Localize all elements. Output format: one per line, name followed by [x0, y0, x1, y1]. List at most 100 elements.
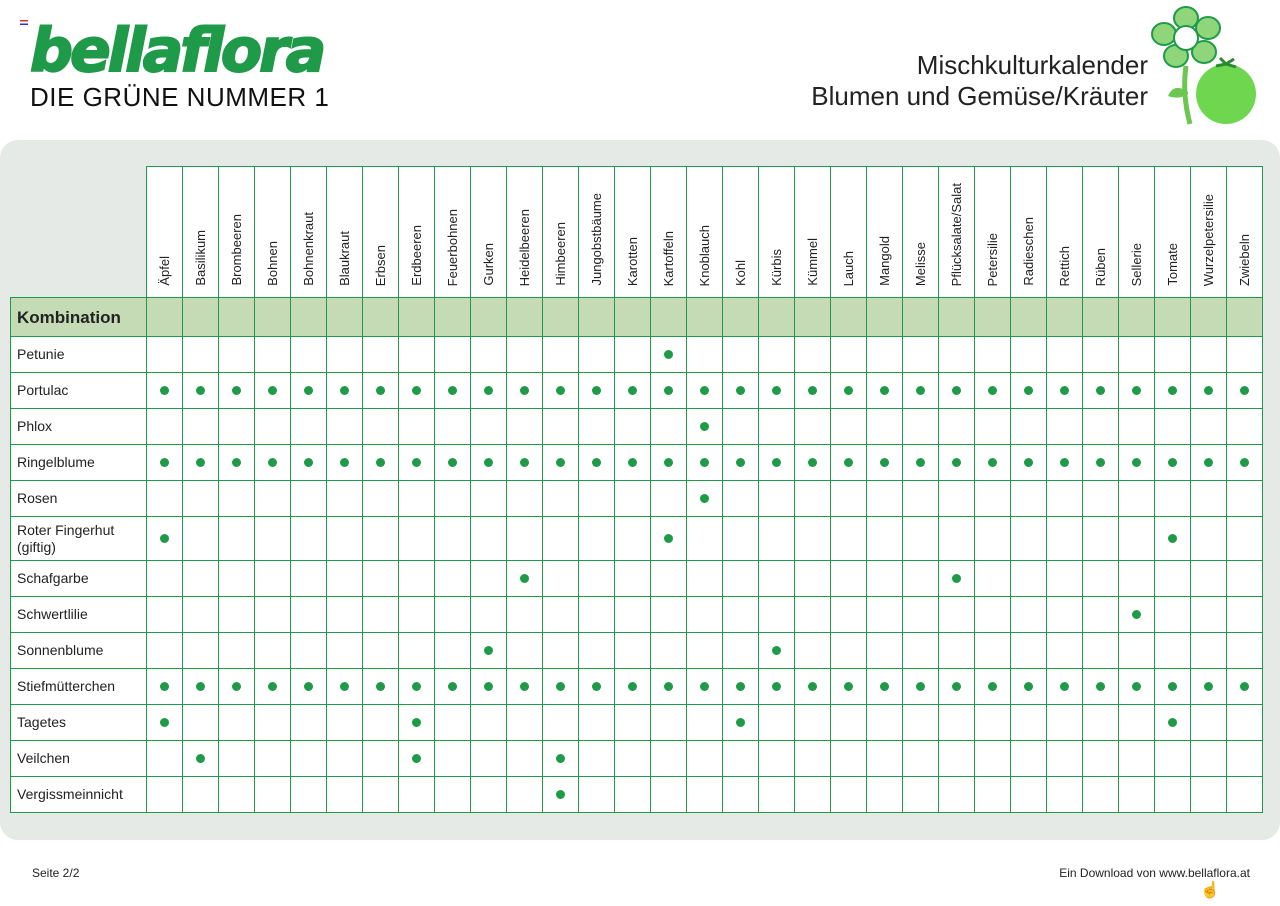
grid-cell	[613, 372, 651, 409]
compatibility-dot	[591, 457, 601, 467]
table-row: Rosen	[10, 480, 1263, 517]
compatibility-dot	[519, 457, 529, 467]
compatibility-dot	[339, 385, 349, 395]
grid-cell	[649, 336, 687, 373]
grid-cell	[937, 336, 975, 373]
grid-cell	[505, 408, 543, 445]
compatibility-dot	[303, 385, 313, 395]
grid-cell	[613, 444, 651, 481]
grid-cell	[793, 444, 831, 481]
grid-cell	[1081, 516, 1119, 561]
grid-cell	[973, 704, 1011, 741]
column-header-label: Kümmel	[804, 238, 820, 286]
row-label: Schwertlilie	[10, 596, 147, 633]
page-number: Seite 2/2	[32, 866, 80, 880]
grid-cell	[253, 668, 291, 705]
grid-cell	[469, 740, 507, 777]
header-fill-cell	[289, 297, 327, 337]
grid-cell	[253, 372, 291, 409]
grid-cell	[829, 480, 867, 517]
brand-logo[interactable]: bellaflora DIE GRÜNE NUMMER 1	[29, 17, 329, 113]
grid-cell	[145, 444, 183, 481]
compatibility-dot	[1023, 457, 1033, 467]
header-fill-cell	[613, 297, 651, 337]
grid-cell	[1081, 444, 1119, 481]
column-header-label: Gurken	[480, 243, 496, 286]
column-header-label: Kohl	[732, 259, 748, 286]
grid-cell	[649, 740, 687, 777]
column-header: Melisse	[901, 166, 939, 298]
compatibility-dot	[627, 681, 637, 691]
compatibility-dot	[411, 753, 421, 763]
grid-cell	[1009, 668, 1047, 705]
kombination-header-row: Kombination	[10, 297, 1263, 337]
grid-cell	[757, 560, 795, 597]
compatibility-dot	[519, 681, 529, 691]
download-note[interactable]: Ein Download von www.bellaflora.at	[1059, 866, 1250, 880]
grid-cell	[1153, 668, 1191, 705]
grid-cell	[1189, 336, 1227, 373]
grid-cell	[649, 372, 687, 409]
compatibility-dot	[951, 457, 961, 467]
column-header-label: Karotten	[624, 236, 640, 286]
grid-cell	[145, 704, 183, 741]
grid-cell	[505, 704, 543, 741]
grid-cell	[1189, 516, 1227, 561]
compatibility-dot	[555, 385, 565, 395]
grid-cell	[145, 596, 183, 633]
grid-cell	[289, 740, 327, 777]
grid-cell	[1189, 668, 1227, 705]
grid-cell	[901, 336, 939, 373]
compatibility-dot	[555, 753, 565, 763]
row-label: Veilchen	[10, 740, 147, 777]
compatibility-dot	[483, 385, 493, 395]
grid-cell	[181, 596, 219, 633]
grid-cell	[973, 372, 1011, 409]
grid-cell	[145, 336, 183, 373]
grid-cell	[505, 444, 543, 481]
grid-cell	[973, 776, 1011, 813]
grid-cell	[289, 408, 327, 445]
grid-cell	[793, 668, 831, 705]
grid-cell	[433, 776, 471, 813]
grid-cell	[1225, 632, 1263, 669]
grid-cell	[1009, 704, 1047, 741]
grid-cell	[505, 336, 543, 373]
grid-cell	[217, 336, 255, 373]
grid-cell	[937, 560, 975, 597]
grid-cell	[613, 596, 651, 633]
row-label: Tagetes	[10, 704, 147, 741]
grid-cell	[577, 668, 615, 705]
column-header: Pflücksalate/Salat	[937, 166, 975, 298]
grid-cell	[901, 372, 939, 409]
table-row: Phlox	[10, 408, 1263, 445]
compatibility-dot	[375, 457, 385, 467]
column-header: Bohnen	[253, 166, 291, 298]
header-fill-cell	[1081, 297, 1119, 337]
grid-cell	[1225, 408, 1263, 445]
grid-cell	[685, 596, 723, 633]
grid-cell	[505, 480, 543, 517]
column-header: Heidelbeeren	[505, 166, 543, 298]
row-label: Portulac	[10, 372, 147, 409]
grid-cell	[1117, 372, 1155, 409]
compatibility-dot	[1059, 385, 1069, 395]
grid-cell	[217, 776, 255, 813]
grid-cell	[253, 596, 291, 633]
grid-cell	[1081, 740, 1119, 777]
compatibility-dot	[411, 385, 421, 395]
compatibility-dot	[411, 457, 421, 467]
grid-cell	[685, 336, 723, 373]
grid-cell	[1153, 704, 1191, 741]
compatibility-dot	[1203, 681, 1213, 691]
grid-cell	[649, 776, 687, 813]
compatibility-dot	[555, 457, 565, 467]
grid-cell	[181, 480, 219, 517]
compatibility-dot	[267, 681, 277, 691]
row-label: Phlox	[10, 408, 147, 445]
column-header-label: Bohnenkraut	[300, 212, 316, 286]
grid-cell	[397, 372, 435, 409]
grid-cell	[757, 704, 795, 741]
grid-cell	[865, 480, 903, 517]
grid-cell	[469, 372, 507, 409]
